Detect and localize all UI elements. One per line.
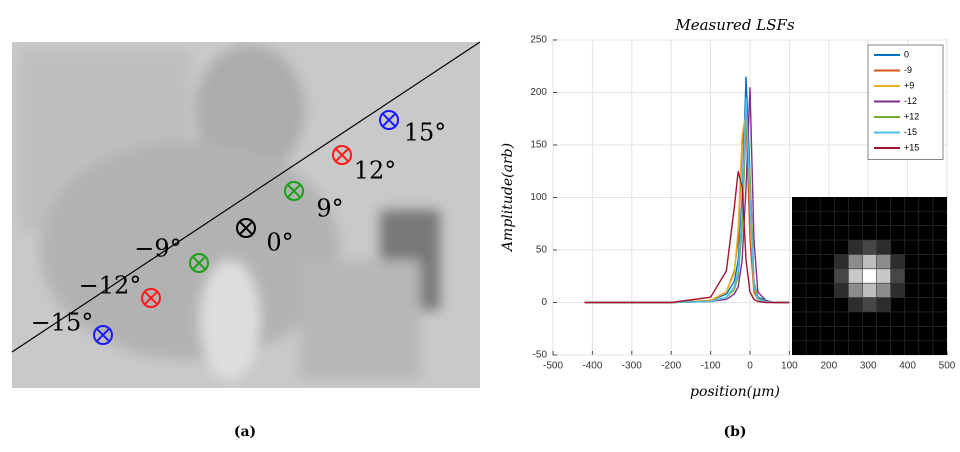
- target-marker: [236, 218, 256, 238]
- inset-pixel: [848, 283, 863, 298]
- marker-label: 9°: [316, 195, 343, 223]
- caption: (a): [234, 424, 256, 440]
- legend-label: +15: [904, 142, 919, 152]
- marker-circle: [93, 325, 113, 345]
- x-tick-label: -100: [701, 361, 721, 372]
- x-tick-label: -400: [582, 361, 602, 372]
- inset-pixel: [862, 240, 877, 255]
- marker-circle: [379, 110, 399, 130]
- inset-pixel: [890, 283, 905, 298]
- marker-cross: [381, 112, 397, 128]
- legend-label: +12: [904, 111, 919, 121]
- marker-label: 0°: [266, 229, 293, 257]
- inset-pixel: [862, 254, 877, 269]
- marker-circle: [332, 145, 352, 165]
- target-marker: [141, 288, 161, 308]
- y-tick-label: 100: [530, 192, 547, 203]
- marker-cross: [143, 290, 159, 306]
- inset-pixel: [876, 283, 891, 298]
- inset-pixel: [862, 268, 877, 284]
- x-tick-label: -200: [661, 361, 681, 372]
- inset-pixel: [848, 240, 863, 255]
- y-axis-label: Amplitude(arb): [500, 143, 516, 253]
- plot: -500 -400 -300 -200 -100 0 100 200 300 400 500-500…: [530, 35, 955, 372]
- target-marker: [379, 110, 399, 130]
- marker-label: −9°: [134, 235, 181, 263]
- series-line: [584, 97, 790, 304]
- x-tick-label: 0: [747, 361, 753, 372]
- inset-pixel: [876, 268, 891, 284]
- x-tick-label: 500: [939, 361, 956, 372]
- y-tick-label: 250: [530, 35, 547, 46]
- x-tick-label: 400: [899, 361, 916, 372]
- legend-label: +9: [904, 80, 914, 90]
- markers: −15° −12° −9° 0° 9° 12°15°: [31, 110, 447, 345]
- marker-label: −15°: [31, 309, 94, 337]
- x-tick-label: -300: [622, 361, 642, 372]
- marker-cross: [95, 327, 111, 343]
- legend-label: -15: [904, 127, 917, 137]
- marker-label: 15°: [404, 119, 447, 147]
- inset-pixel: [848, 268, 863, 284]
- y-tick-label: 50: [536, 245, 548, 256]
- inset-pixel: [848, 297, 863, 312]
- x-tick-label: 300: [860, 361, 877, 372]
- marker-label: −12°: [79, 272, 142, 300]
- x-axis-label: position(μm): [690, 384, 780, 400]
- inset-pixel: [862, 283, 877, 298]
- marker-cross: [334, 147, 350, 163]
- marker-circle: [284, 181, 304, 201]
- inset-pixel: [834, 254, 849, 269]
- target-marker: [189, 253, 209, 273]
- x-tick-label: 100: [781, 361, 798, 372]
- inset-pixel: [862, 297, 877, 312]
- marker-cross: [286, 183, 302, 199]
- y-tick-label: 0: [541, 297, 547, 308]
- chart-title: Measured LSFs: [674, 16, 795, 34]
- marker-cross: [238, 220, 254, 236]
- marker-circle: [236, 218, 256, 238]
- inset-pixel: [834, 268, 849, 284]
- marker-cross: [191, 255, 207, 271]
- marker-circle: [189, 253, 209, 273]
- target-marker: [93, 325, 113, 345]
- y-tick-label: 150: [530, 140, 547, 151]
- diagonal-line: [11, 41, 481, 353]
- target-marker: [332, 145, 352, 165]
- inset-pixel: [876, 240, 891, 255]
- y-tick-label: -50: [533, 350, 548, 361]
- inset-pixel: [848, 254, 863, 269]
- inset-pixel: [890, 268, 905, 284]
- legend-label: -9: [904, 65, 912, 75]
- legend-label: 0: [904, 49, 909, 59]
- photo: [12, 42, 480, 388]
- marker-label: 12°: [354, 157, 397, 185]
- inset-pixel: [876, 254, 891, 269]
- x-tick-label: -500: [543, 361, 563, 372]
- inset-pixel: [876, 297, 891, 312]
- y-tick-label: 200: [530, 87, 547, 98]
- x-tick-label: 200: [820, 361, 837, 372]
- marker-circle: [141, 288, 161, 308]
- inset-pixel: [890, 254, 905, 269]
- caption: (b): [723, 424, 746, 440]
- series-line: [584, 171, 790, 304]
- inset-pixel: [834, 283, 849, 298]
- legend-label: -12: [904, 96, 917, 106]
- target-marker: [284, 181, 304, 201]
